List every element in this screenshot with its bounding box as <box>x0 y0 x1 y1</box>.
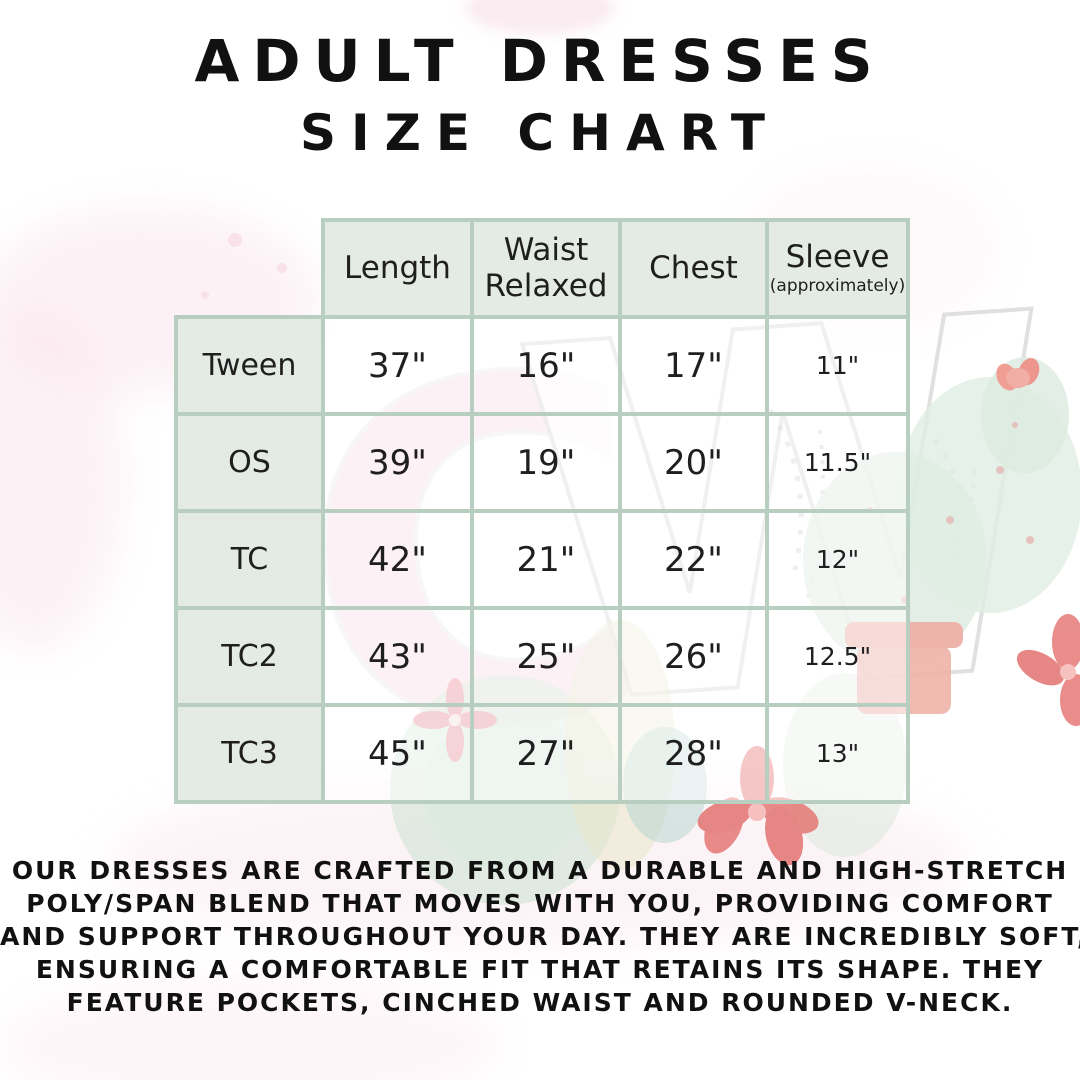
corner-cell <box>176 220 323 317</box>
cell-tween-waist: 16" <box>470 315 622 416</box>
description-line: OUR DRESSES ARE CRAFTED FROM A DURABLE A… <box>11 856 1069 885</box>
col-header-sublabel: Relaxed <box>484 267 608 304</box>
col-header-chest: Chest <box>618 218 769 319</box>
row-header-tc: TC <box>174 509 325 610</box>
description-line: POLY/SPAN BLEND THAT MOVES WITH YOU, PRO… <box>26 889 1054 918</box>
product-description: OUR DRESSES ARE CRAFTED FROM A DURABLE A… <box>0 854 1080 1019</box>
col-header-length: Length <box>321 218 474 319</box>
table-row: TC 42" 21" 22" 12" <box>174 509 910 610</box>
table-row: TC3 45" 27" 28" 13" <box>174 703 910 804</box>
table-row: OS 39" 19" 20" 11.5" <box>174 412 910 513</box>
cell-os-waist: 19" <box>470 412 622 513</box>
cell-os-chest: 20" <box>618 412 769 513</box>
description-line: FEATURE POCKETS, CINCHED WAIST AND ROUND… <box>66 988 1014 1017</box>
cell-tween-sleeve: 11" <box>765 315 910 416</box>
description-line: ENSURING A COMFORTABLE FIT THAT RETAINS … <box>35 955 1045 984</box>
cell-tc-sleeve: 12" <box>765 509 910 610</box>
col-header-sleeve: Sleeve (approximately) <box>765 218 910 319</box>
row-header-os: OS <box>174 412 325 513</box>
cell-tc2-chest: 26" <box>618 606 769 707</box>
description-line: AND SUPPORT THROUGHOUT YOUR DAY. THEY AR… <box>0 922 1080 951</box>
cell-tc3-sleeve: 13" <box>765 703 910 804</box>
col-header-label: Length <box>344 249 451 286</box>
cell-tween-chest: 17" <box>618 315 769 416</box>
row-header-tween: Tween <box>174 315 325 416</box>
title-block: ADULT DRESSES SIZE CHART <box>0 27 1080 162</box>
col-header-label: Waist <box>503 231 589 268</box>
header-row: Length Waist Relaxed Chest Sleeve (appro… <box>176 218 910 319</box>
cell-os-length: 39" <box>321 412 474 513</box>
size-chart-table: Length Waist Relaxed Chest Sleeve (appro… <box>174 218 910 804</box>
cell-tc2-waist: 25" <box>470 606 622 707</box>
table-row: TC2 43" 25" 26" 12.5" <box>174 606 910 707</box>
cell-tc-length: 42" <box>321 509 474 610</box>
col-header-label: Sleeve <box>785 239 890 276</box>
page-title: ADULT DRESSES <box>194 27 886 95</box>
col-header-sublabel: (approximately) <box>769 276 906 297</box>
cell-tween-length: 37" <box>321 315 474 416</box>
cell-tc2-length: 43" <box>321 606 474 707</box>
row-header-tc3: TC3 <box>174 703 325 804</box>
cell-tc2-sleeve: 12.5" <box>765 606 910 707</box>
cell-os-sleeve: 11.5" <box>765 412 910 513</box>
row-header-tc2: TC2 <box>174 606 325 707</box>
table-row: Tween 37" 16" 17" 11" <box>174 315 910 416</box>
cell-tc-chest: 22" <box>618 509 769 610</box>
cell-tc3-chest: 28" <box>618 703 769 804</box>
cell-tc3-length: 45" <box>321 703 474 804</box>
col-header-label: Chest <box>649 249 738 286</box>
page-subtitle: SIZE CHART <box>299 103 781 162</box>
col-header-waist-relaxed: Waist Relaxed <box>470 218 622 319</box>
cell-tc3-waist: 27" <box>470 703 622 804</box>
cell-tc-waist: 21" <box>470 509 622 610</box>
